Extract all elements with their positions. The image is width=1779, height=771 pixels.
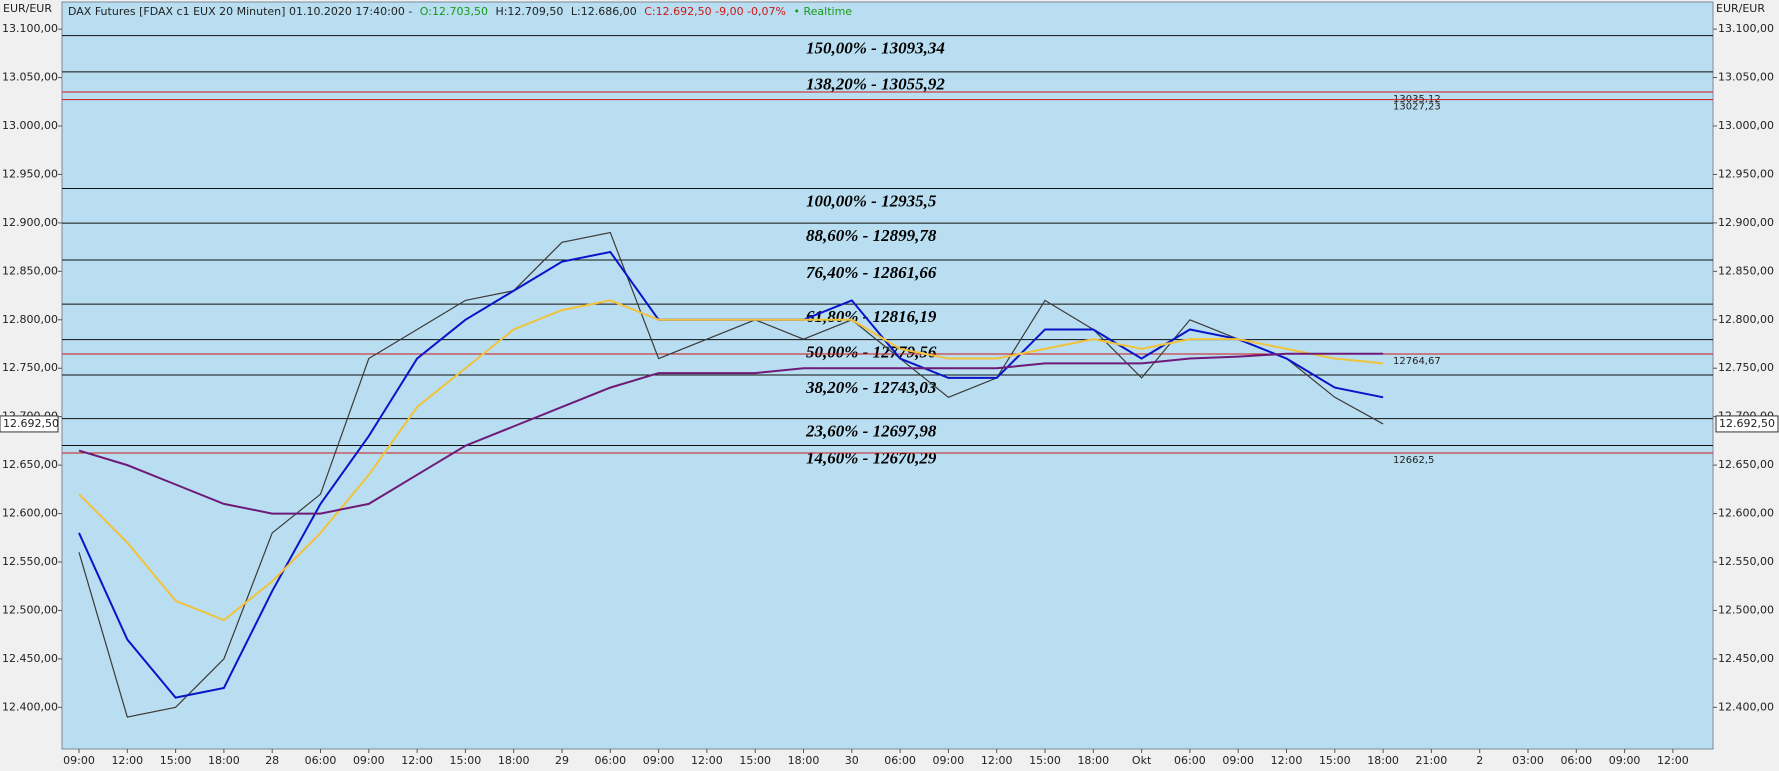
- x-tick-label: 12:00: [691, 754, 723, 767]
- y-tick-label: 12.900,00: [1718, 216, 1774, 229]
- x-tick-label: 09:00: [353, 754, 385, 767]
- header-part: O:12.703,50: [420, 5, 488, 18]
- x-tick-label: 15:00: [1319, 754, 1351, 767]
- last-price-box: [0, 415, 59, 433]
- y-tick-label: 13.050,00: [2, 71, 58, 84]
- last-price-label: 12.692,50: [1719, 417, 1775, 430]
- header-part: L:12.686,00: [571, 5, 637, 18]
- header: DAX Futures [FDAX c1 EUX 20 Minuten] 01.…: [68, 5, 852, 18]
- y-tick-label: 12.550,00: [2, 555, 58, 568]
- y-tick-label: 12.750,00: [1718, 361, 1774, 374]
- x-tick-label: 18:00: [1077, 754, 1109, 767]
- x-tick-label: Okt: [1132, 754, 1152, 767]
- red-level-label: 13027,23: [1393, 102, 1441, 113]
- x-tick-label: 2: [1476, 754, 1483, 767]
- y-tick-label: 12.500,00: [2, 603, 58, 616]
- x-tick-label: 18:00: [1367, 754, 1399, 767]
- series-line: [78, 299, 1384, 622]
- fib-label: 50,00% - 12779,56: [806, 342, 937, 361]
- y-tick-label: 12.800,00: [1718, 313, 1774, 326]
- y-tick-label: 13.100,00: [1718, 22, 1774, 35]
- x-tick-label: 15:00: [1029, 754, 1061, 767]
- y-tick-label: 12.950,00: [2, 167, 58, 180]
- red-level-label: 12764,67: [1393, 356, 1441, 367]
- y-tick-label: 12.750,00: [2, 361, 58, 374]
- y-tick-label: 13.100,00: [2, 22, 58, 35]
- x-tick-label: 18:00: [498, 754, 530, 767]
- x-tick-label: 09:00: [63, 754, 95, 767]
- y-tick-label: 12.850,00: [1718, 264, 1774, 277]
- x-tick-label: 09:00: [933, 754, 965, 767]
- fib-label: 88,60% - 12899,78: [806, 226, 937, 245]
- fib-label: 14,60% - 12670,29: [806, 448, 937, 467]
- fib-label: 100,00% - 12935,5: [806, 191, 937, 210]
- x-tick-label: 15:00: [160, 754, 192, 767]
- y-tick-label: 12.600,00: [2, 507, 58, 520]
- y-tick-label: 12.650,00: [1718, 458, 1774, 471]
- series-line: [78, 352, 1384, 515]
- x-tick-label: 18:00: [788, 754, 820, 767]
- x-tick-label: 15:00: [739, 754, 771, 767]
- last-price-box: [1715, 415, 1779, 433]
- x-tick-label: 28: [265, 754, 279, 767]
- header-part: C:12.692,50 -9,00 -0,07%: [644, 5, 786, 18]
- header-part: DAX Futures [FDAX c1 EUX 20 Minuten] 01.…: [68, 5, 412, 18]
- y-tick-label: 13.000,00: [1718, 119, 1774, 132]
- x-tick-label: 30: [845, 754, 859, 767]
- x-tick-label: 12:00: [401, 754, 433, 767]
- y-tick-label: 13.000,00: [2, 119, 58, 132]
- header-part: • Realtime: [794, 5, 853, 18]
- currency-right: EUR/EUR: [1716, 2, 1765, 15]
- x-tick-label: 21:00: [1416, 754, 1448, 767]
- fib-label: 138,20% - 13055,92: [806, 75, 945, 94]
- y-tick-label: 12.500,00: [1718, 603, 1774, 616]
- x-tick-label: 09:00: [1609, 754, 1641, 767]
- fib-label: 38,20% - 12743,03: [805, 378, 937, 397]
- x-tick-label: 12:00: [1657, 754, 1689, 767]
- header-part: H:12.709,50: [495, 5, 563, 18]
- x-tick-label: 06:00: [1174, 754, 1206, 767]
- x-tick-label: 06:00: [305, 754, 337, 767]
- y-tick-label: 13.050,00: [1718, 71, 1774, 84]
- y-tick-label: 12.400,00: [2, 700, 58, 713]
- y-tick-label: 12.450,00: [1718, 652, 1774, 665]
- y-tick-label: 12.850,00: [2, 264, 58, 277]
- plot-area: [61, 1, 1714, 750]
- fib-label: 150,00% - 13093,34: [806, 38, 945, 57]
- x-tick-label: 12:00: [111, 754, 143, 767]
- y-tick-label: 12.650,00: [2, 458, 58, 471]
- y-tick-label: 12.400,00: [1718, 700, 1774, 713]
- y-tick-label: 12.450,00: [2, 652, 58, 665]
- x-tick-label: 09:00: [1222, 754, 1254, 767]
- y-tick-label: 12.950,00: [1718, 167, 1774, 180]
- x-tick-label: 29: [555, 754, 569, 767]
- x-tick-label: 06:00: [594, 754, 626, 767]
- fib-label: 61,80% - 12816,19: [806, 307, 937, 326]
- x-tick-label: 12:00: [1271, 754, 1303, 767]
- x-tick-label: 18:00: [208, 754, 240, 767]
- currency-left: EUR/EUR: [3, 2, 52, 15]
- x-tick-label: 06:00: [884, 754, 916, 767]
- fib-label: 23,60% - 12697,98: [805, 422, 937, 441]
- y-tick-label: 12.900,00: [2, 216, 58, 229]
- x-tick-label: 12:00: [981, 754, 1013, 767]
- x-tick-label: 03:00: [1512, 754, 1544, 767]
- x-tick-label: 06:00: [1560, 754, 1592, 767]
- x-tick-label: 15:00: [450, 754, 482, 767]
- last-price-label: 12.692,50: [3, 417, 59, 430]
- fib-label: 76,40% - 12861,66: [806, 263, 937, 282]
- x-tick-label: 09:00: [643, 754, 675, 767]
- y-tick-label: 12.550,00: [1718, 555, 1774, 568]
- y-tick-label: 12.600,00: [1718, 507, 1774, 520]
- y-tick-label: 12.800,00: [2, 313, 58, 326]
- red-level-label: 12662,5: [1393, 455, 1434, 466]
